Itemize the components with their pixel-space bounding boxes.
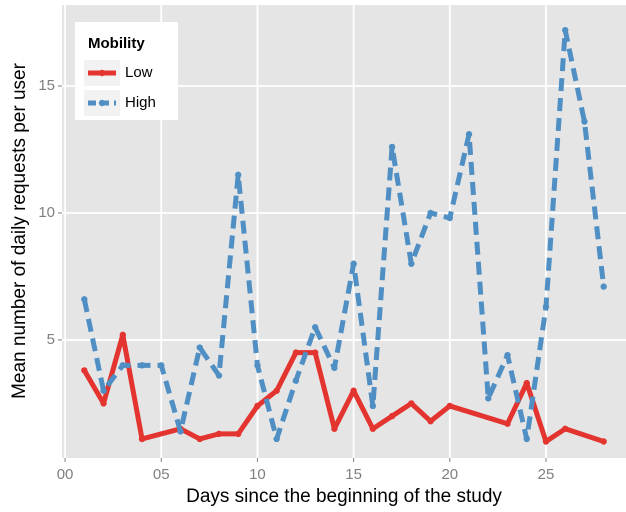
point — [562, 26, 569, 34]
point — [369, 425, 377, 432]
x-tick-label: 25 — [538, 466, 555, 483]
point — [542, 303, 550, 311]
point — [504, 351, 511, 359]
legend-title: Mobility — [88, 35, 145, 52]
legend-label: High — [125, 94, 156, 111]
point — [427, 417, 434, 425]
point — [177, 428, 184, 435]
point — [254, 362, 261, 369]
point — [504, 420, 511, 427]
point — [331, 425, 338, 432]
point — [388, 143, 396, 151]
point — [331, 364, 338, 372]
point — [446, 214, 453, 222]
y-tick-label: 5 — [47, 331, 55, 348]
point — [196, 344, 203, 351]
point — [600, 283, 607, 290]
point — [446, 402, 453, 410]
x-axis-title: Days since the beginning of the study — [186, 486, 502, 507]
point — [581, 118, 588, 125]
x-tick-label: 15 — [345, 466, 362, 483]
y-tick-label: 15 — [38, 77, 55, 94]
point — [215, 372, 223, 379]
legend-point — [98, 99, 106, 107]
line — [81, 27, 607, 442]
point — [119, 362, 126, 369]
point — [600, 438, 607, 445]
point — [273, 435, 280, 443]
point — [292, 377, 300, 384]
point — [311, 324, 319, 331]
point — [350, 260, 357, 267]
point — [369, 402, 377, 410]
point — [81, 296, 88, 303]
point — [292, 349, 300, 356]
point — [158, 362, 165, 369]
point — [215, 430, 223, 438]
point — [100, 387, 107, 394]
point — [235, 171, 242, 179]
point — [523, 379, 530, 387]
point — [408, 400, 415, 407]
point — [485, 395, 492, 402]
point — [542, 438, 550, 445]
point — [562, 425, 569, 432]
legend-label: Low — [125, 64, 153, 81]
x-tick-label: 05 — [153, 466, 170, 483]
x-tick-label: 00 — [57, 466, 74, 483]
point — [119, 331, 126, 339]
point — [196, 435, 203, 443]
point — [408, 260, 415, 267]
point — [81, 367, 88, 374]
line — [82, 332, 605, 444]
point — [254, 402, 261, 410]
point — [388, 412, 396, 420]
point — [427, 209, 434, 217]
point — [235, 430, 242, 438]
y-tick-label: 10 — [38, 204, 55, 221]
legend: Mobility Low High — [75, 22, 178, 120]
point — [523, 435, 530, 443]
legend-point — [98, 69, 106, 77]
point — [138, 435, 146, 443]
point — [311, 349, 319, 356]
point — [100, 400, 107, 407]
y-axis-title: Mean number of daily requests per user — [9, 62, 30, 399]
point — [350, 387, 357, 394]
point — [138, 362, 146, 369]
x-tick-label: 20 — [441, 466, 458, 483]
x-tick-label: 10 — [249, 466, 266, 483]
point — [465, 131, 473, 138]
point — [273, 387, 280, 394]
